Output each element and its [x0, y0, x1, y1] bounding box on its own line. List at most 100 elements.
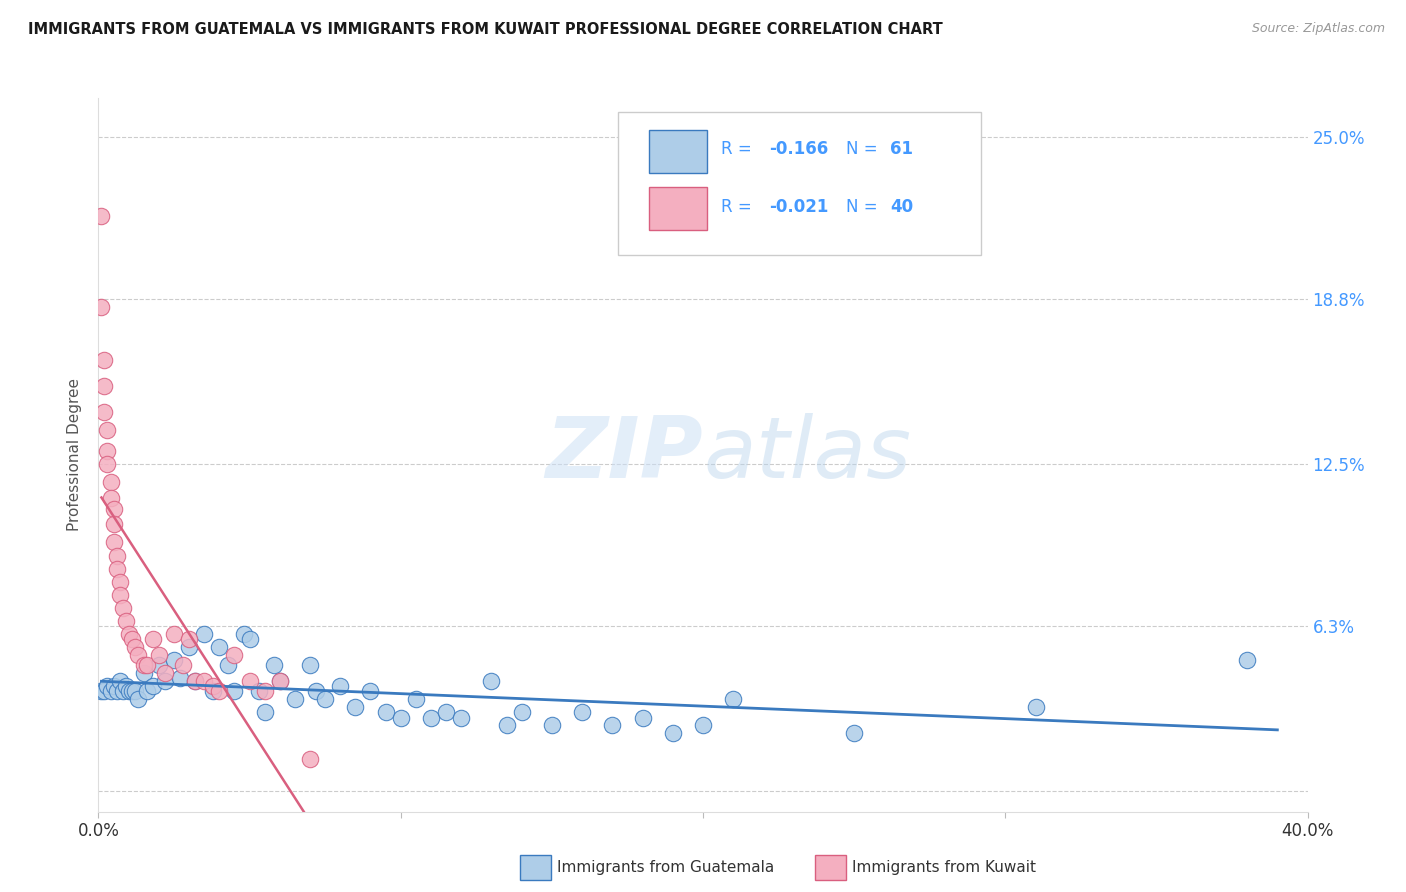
- Point: [179, 632, 201, 647]
- Y-axis label: Professional Degree: Professional Degree: [67, 378, 83, 532]
- Point: [96, 444, 118, 458]
- Text: -0.166: -0.166: [769, 141, 828, 159]
- Point: [224, 684, 246, 698]
- Point: [217, 658, 239, 673]
- FancyBboxPatch shape: [648, 187, 707, 230]
- FancyBboxPatch shape: [619, 112, 981, 255]
- Point: [263, 658, 285, 673]
- Point: [111, 684, 134, 698]
- Point: [253, 706, 276, 720]
- Point: [224, 648, 246, 662]
- Point: [103, 535, 125, 549]
- Point: [153, 666, 176, 681]
- Point: [132, 666, 155, 681]
- Point: [169, 672, 191, 686]
- Point: [360, 684, 382, 698]
- Point: [121, 684, 143, 698]
- Point: [269, 673, 291, 688]
- Point: [148, 658, 170, 673]
- Point: [299, 752, 322, 766]
- Point: [434, 706, 457, 720]
- Text: R =: R =: [721, 141, 758, 159]
- Point: [389, 711, 412, 725]
- Point: [172, 658, 194, 673]
- Point: [108, 673, 131, 688]
- Point: [202, 679, 225, 693]
- Point: [405, 692, 427, 706]
- Point: [1236, 653, 1258, 667]
- Point: [108, 588, 131, 602]
- Point: [540, 718, 562, 732]
- Point: [208, 684, 231, 698]
- Point: [305, 684, 328, 698]
- Point: [239, 673, 262, 688]
- Text: -0.021: -0.021: [769, 198, 830, 216]
- Point: [90, 209, 112, 223]
- Point: [132, 658, 155, 673]
- Point: [692, 718, 714, 732]
- Text: ZIP: ZIP: [546, 413, 703, 497]
- Point: [90, 684, 112, 698]
- Point: [111, 600, 134, 615]
- Point: [163, 653, 186, 667]
- Text: Source: ZipAtlas.com: Source: ZipAtlas.com: [1251, 22, 1385, 36]
- Point: [723, 692, 745, 706]
- FancyBboxPatch shape: [648, 130, 707, 173]
- Point: [124, 640, 146, 654]
- Point: [93, 684, 115, 698]
- Point: [96, 457, 118, 471]
- Point: [631, 711, 654, 725]
- Point: [96, 679, 118, 693]
- Point: [93, 352, 115, 367]
- Point: [96, 423, 118, 437]
- Point: [100, 684, 122, 698]
- Point: [329, 679, 352, 693]
- Point: [105, 561, 128, 575]
- Point: [253, 684, 276, 698]
- Point: [247, 684, 270, 698]
- Point: [844, 726, 866, 740]
- Point: [495, 718, 517, 732]
- Text: 40: 40: [890, 198, 914, 216]
- Point: [135, 658, 157, 673]
- Point: [571, 706, 593, 720]
- Point: [90, 300, 112, 314]
- Point: [184, 673, 207, 688]
- Point: [662, 726, 685, 740]
- Point: [127, 648, 149, 662]
- Text: 61: 61: [890, 141, 914, 159]
- Point: [510, 706, 533, 720]
- Point: [299, 658, 322, 673]
- Point: [148, 648, 170, 662]
- Point: [232, 627, 254, 641]
- Point: [1024, 700, 1046, 714]
- Point: [124, 684, 146, 698]
- Point: [602, 718, 624, 732]
- Point: [184, 673, 207, 688]
- Text: Immigrants from Kuwait: Immigrants from Kuwait: [852, 860, 1036, 874]
- Point: [100, 491, 122, 505]
- Point: [93, 405, 115, 419]
- Point: [135, 684, 157, 698]
- Point: [121, 632, 143, 647]
- Point: [314, 692, 336, 706]
- Point: [202, 684, 225, 698]
- Text: IMMIGRANTS FROM GUATEMALA VS IMMIGRANTS FROM KUWAIT PROFESSIONAL DEGREE CORRELAT: IMMIGRANTS FROM GUATEMALA VS IMMIGRANTS …: [28, 22, 943, 37]
- Text: N =: N =: [845, 198, 883, 216]
- Point: [103, 517, 125, 532]
- Point: [105, 684, 128, 698]
- Point: [93, 378, 115, 392]
- Point: [153, 673, 176, 688]
- Point: [142, 632, 165, 647]
- Point: [179, 640, 201, 654]
- Point: [127, 692, 149, 706]
- Text: R =: R =: [721, 198, 758, 216]
- Text: N =: N =: [845, 141, 883, 159]
- Point: [450, 711, 472, 725]
- Point: [100, 475, 122, 490]
- Text: atlas: atlas: [703, 413, 911, 497]
- Point: [420, 711, 443, 725]
- Point: [284, 692, 307, 706]
- Point: [374, 706, 396, 720]
- Point: [142, 679, 165, 693]
